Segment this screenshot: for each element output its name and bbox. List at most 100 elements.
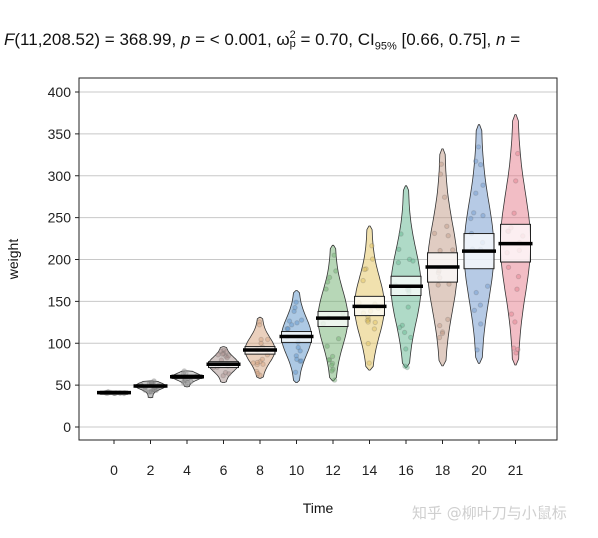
data-point — [364, 317, 371, 324]
data-point — [151, 378, 157, 384]
data-point — [285, 326, 291, 332]
data-point — [257, 372, 263, 378]
x-tick-label: 0 — [110, 462, 118, 478]
violin-6 — [206, 346, 241, 384]
data-point — [508, 311, 515, 317]
data-point — [223, 349, 229, 355]
x-tick-label: 14 — [362, 462, 378, 478]
data-point — [258, 340, 264, 346]
data-point — [444, 223, 450, 230]
data-point — [292, 369, 299, 375]
data-point — [398, 231, 404, 237]
n-text: = — [505, 30, 521, 49]
f-symbol: F — [4, 30, 15, 49]
data-point — [439, 329, 446, 335]
y-tick-label: 0 — [63, 419, 71, 435]
data-point — [371, 326, 378, 332]
x-tick-label: 16 — [398, 462, 414, 478]
data-point — [480, 182, 486, 188]
data-point — [513, 350, 519, 356]
data-point — [431, 230, 438, 237]
data-point — [513, 178, 519, 184]
data-point — [181, 368, 188, 374]
data-point — [181, 369, 187, 375]
violin-18 — [425, 148, 460, 367]
violin-0 — [97, 389, 131, 397]
data-point — [365, 340, 371, 347]
data-point — [445, 233, 451, 239]
data-point — [260, 361, 266, 367]
data-point — [250, 360, 257, 366]
data-point — [329, 360, 336, 367]
data-point — [223, 353, 229, 359]
data-point — [294, 320, 300, 326]
data-point — [254, 368, 260, 375]
data-point — [153, 387, 159, 393]
data-point — [294, 356, 300, 362]
data-point — [505, 264, 512, 270]
data-point — [477, 162, 484, 168]
x-tick-label: 2 — [147, 462, 155, 478]
data-point — [148, 389, 154, 395]
data-point — [437, 171, 444, 177]
data-point — [471, 307, 478, 313]
data-point — [437, 322, 443, 329]
data-point — [438, 161, 444, 167]
y-axis: 0 50 100 150 200 250 300 350 400 — [48, 84, 79, 435]
data-point — [222, 369, 229, 376]
data-point — [265, 336, 271, 343]
data-point — [515, 150, 521, 157]
data-point — [220, 350, 227, 357]
data-point — [445, 316, 451, 323]
data-point — [259, 356, 265, 362]
data-point — [298, 317, 305, 323]
data-point — [439, 330, 446, 337]
omega-text: = 0.70, CI — [295, 30, 375, 49]
data-point — [286, 318, 293, 324]
data-point — [515, 346, 521, 353]
violin-4 — [170, 368, 204, 388]
watermark: 知乎 @柳叶刀与小鼠标 — [412, 504, 567, 522]
x-tick-label: 20 — [471, 462, 487, 478]
data-point — [361, 266, 368, 273]
data-point — [365, 319, 371, 325]
omega-sup: 2 — [289, 29, 296, 41]
x-tick-label: 12 — [325, 462, 341, 478]
data-point — [369, 243, 375, 249]
data-point — [405, 304, 411, 310]
data-point — [215, 352, 221, 358]
data-point — [324, 343, 330, 349]
y-tick-label: 200 — [48, 252, 72, 268]
violins — [97, 114, 533, 399]
data-point — [224, 355, 230, 361]
data-point — [474, 347, 480, 353]
f-args: (11,208.52) = 368.99, — [14, 30, 181, 49]
data-point — [369, 256, 376, 262]
data-point — [404, 364, 410, 371]
ci-text: [0.66, 0.75], — [396, 30, 496, 49]
violin-10 — [279, 290, 314, 384]
data-point — [326, 357, 332, 363]
data-point — [397, 324, 403, 331]
data-point — [475, 144, 482, 150]
p-text: = < 0.001, ω — [190, 30, 290, 49]
data-point — [225, 353, 232, 359]
data-point — [329, 353, 336, 360]
y-tick-label: 300 — [48, 168, 72, 184]
chart-subtitle: F(11,208.52) = 368.99, p = < 0.001, ω2 p … — [4, 29, 521, 53]
data-point — [291, 308, 297, 314]
data-point — [221, 347, 227, 353]
data-point — [331, 252, 337, 258]
data-point — [324, 279, 331, 285]
data-point — [396, 246, 402, 253]
data-point — [293, 299, 299, 305]
data-point — [254, 359, 261, 366]
data-point — [289, 322, 295, 328]
data-point — [360, 277, 366, 284]
data-point — [473, 289, 479, 296]
data-point — [183, 370, 189, 376]
data-point — [333, 268, 339, 274]
data-point — [511, 345, 517, 351]
data-point — [220, 373, 226, 379]
